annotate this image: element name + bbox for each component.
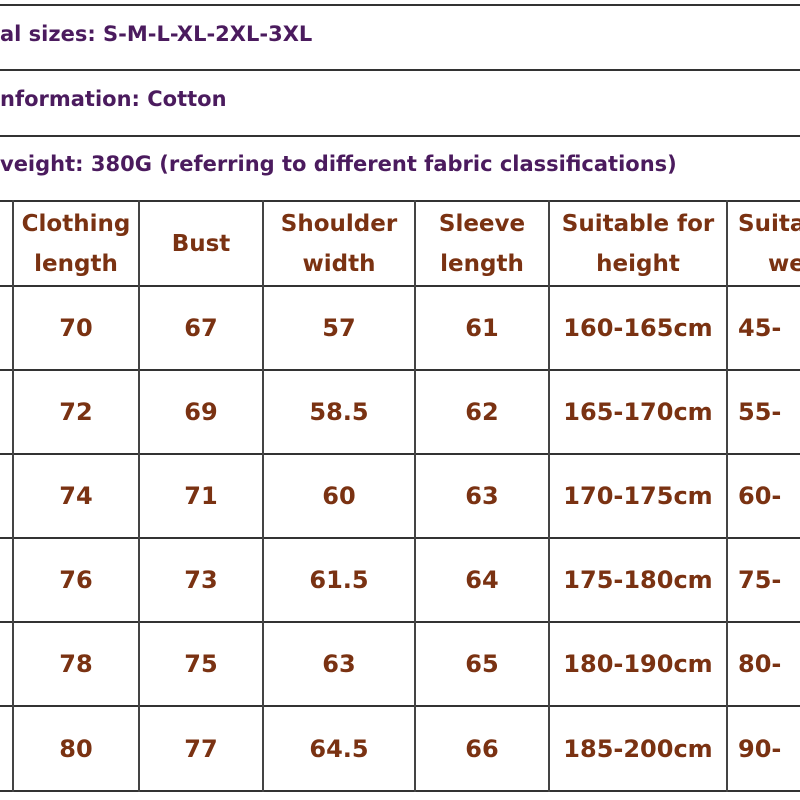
header-text: length [440,250,524,277]
data-cell: 76 [59,566,93,594]
data-cell: 61 [465,314,499,342]
header-cell: Bust [140,202,262,285]
header-text: Suitable for [561,210,715,237]
data-cell: 63 [322,650,356,678]
header-text: Bust [171,230,231,257]
data-cell: 66 [465,734,499,763]
header-text: Shoulder [280,210,398,237]
rule [0,705,800,707]
column-rule [548,200,550,792]
rule [0,200,800,202]
header-cell: Shoulder width [264,202,414,285]
data-cell: 80 [59,734,93,763]
header-text: we [768,250,800,277]
header-cell: Suitable for height [550,202,726,285]
data-cell: 58.5 [309,398,369,426]
header-cell: Suita we [728,202,800,285]
data-cell: 55- [738,398,782,426]
data-cell: 175-180cm [563,566,713,594]
data-cell: 72 [59,398,93,426]
data-cell: 90- [738,734,782,763]
data-cell: 60 [322,482,356,510]
rule [0,453,800,455]
rule [0,621,800,623]
column-rule [262,200,264,792]
data-cell: 78 [59,650,93,678]
header-cell: Sleeve length [416,202,548,285]
data-cell: 165-170cm [563,398,713,426]
rule [0,135,800,137]
header-text: height [596,250,680,277]
rule [0,369,800,371]
rule [0,69,800,71]
header-text: length [34,250,118,277]
info-line: al sizes: S-M-L-XL-2XL-3XL [0,22,313,46]
data-cell: 63 [465,482,499,510]
rule [0,4,800,6]
data-cell: 170-175cm [563,482,713,510]
column-rule [138,200,140,792]
data-cell: 57 [322,314,356,342]
data-cell: 70 [59,314,93,342]
data-cell: 185-200cm [563,734,713,763]
data-cell: 45- [738,314,782,342]
data-cell: 67 [184,314,218,342]
data-cell: 64.5 [309,734,369,763]
rule [0,537,800,539]
header-text: Sleeve [438,210,526,237]
data-cell: 60- [738,482,782,510]
data-cell: 61.5 [309,566,369,594]
data-cell: 64 [465,566,499,594]
data-cell: 71 [184,482,218,510]
data-cell: 75 [184,650,218,678]
header-text: width [302,250,376,277]
data-cell: 80- [738,650,782,678]
header-text: Clothing [21,210,131,237]
column-rule [726,200,728,792]
column-rule [12,200,14,792]
data-cell: 69 [184,398,218,426]
data-cell: 77 [184,734,218,763]
data-cell: 65 [465,650,499,678]
data-cell: 75- [738,566,782,594]
header-text: Suita [738,210,800,237]
data-cell: 180-190cm [563,650,713,678]
data-cell: 73 [184,566,218,594]
header-cell: Clothing length [14,202,138,285]
data-cell: 74 [59,482,93,510]
column-rule [414,200,416,792]
info-line: nformation: Cotton [0,87,227,111]
data-cell: 160-165cm [563,314,713,342]
info-line: veight: 380G (referring to different fab… [0,152,677,176]
rule [0,790,800,792]
rule [0,285,800,287]
data-cell: 62 [465,398,499,426]
